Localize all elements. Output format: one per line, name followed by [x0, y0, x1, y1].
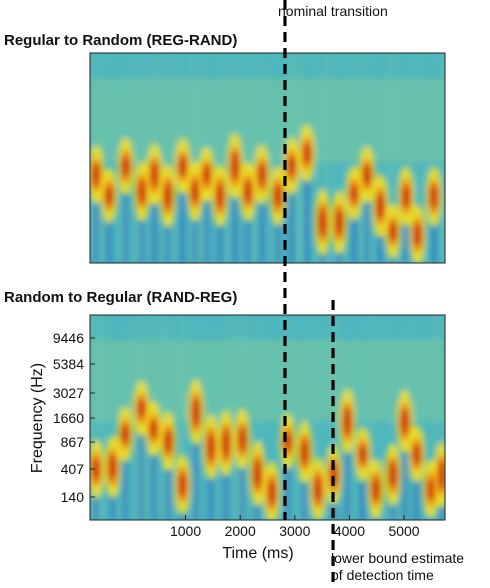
top-panel-title: Regular to Random (REG-RAND) [4, 32, 237, 49]
x-axis-label: Time (ms) [222, 545, 293, 562]
top-spectrogram-energy [90, 53, 445, 263]
top-spectrogram [90, 53, 445, 263]
x-tick-label: 5000 [388, 523, 419, 539]
y-tick-label: 867 [61, 434, 85, 450]
x-tick-label: 4000 [334, 523, 365, 539]
x-tick-label: 1000 [170, 523, 201, 539]
x-tick-label: 3000 [279, 523, 310, 539]
bottom-spectrogram-energy [90, 315, 445, 520]
x-axis-ticks: 1000 2000 3000 4000 5000 [170, 515, 420, 539]
nominal-transition-label: nominal transition [278, 3, 388, 19]
y-axis-label: Frequency (Hz) [29, 363, 46, 473]
top-spectrogram-frame [89, 52, 446, 264]
y-tick-label: 5384 [53, 356, 84, 372]
y-tick-label: 1660 [53, 410, 84, 426]
y-tick-label: 140 [61, 489, 85, 505]
bottom-spectrogram [90, 315, 445, 520]
bottom-panel-title: Random to Regular (RAND-REG) [4, 289, 237, 306]
detection-label-line2: of detection time [331, 567, 434, 583]
detection-label-line1: lower bound estimate [331, 550, 464, 566]
y-tick-label: 9446 [53, 330, 84, 346]
y-tick-label: 407 [61, 461, 85, 477]
y-axis-ticks: 140 407 867 1660 3027 5384 9446 [53, 330, 95, 505]
y-tick-label: 3027 [53, 385, 84, 401]
x-tick-label: 2000 [225, 523, 256, 539]
